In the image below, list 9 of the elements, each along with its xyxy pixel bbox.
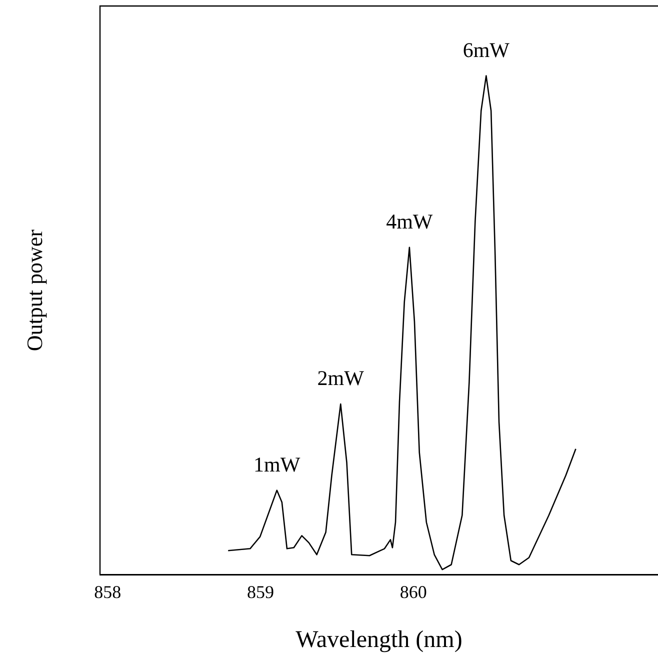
annotation: 6mW — [462, 38, 510, 62]
x-tick-label: 858 — [94, 582, 122, 602]
x-tick-label: 860 — [400, 582, 427, 602]
y-axis-title: Output power — [22, 228, 47, 352]
annotation: 2mW — [317, 366, 364, 390]
annotation: 4mW — [386, 209, 433, 234]
x-tick-label: 859 — [247, 582, 274, 602]
annotation: 1mW — [254, 452, 300, 476]
x-axis-title: Wavelength (nm) — [296, 626, 462, 653]
